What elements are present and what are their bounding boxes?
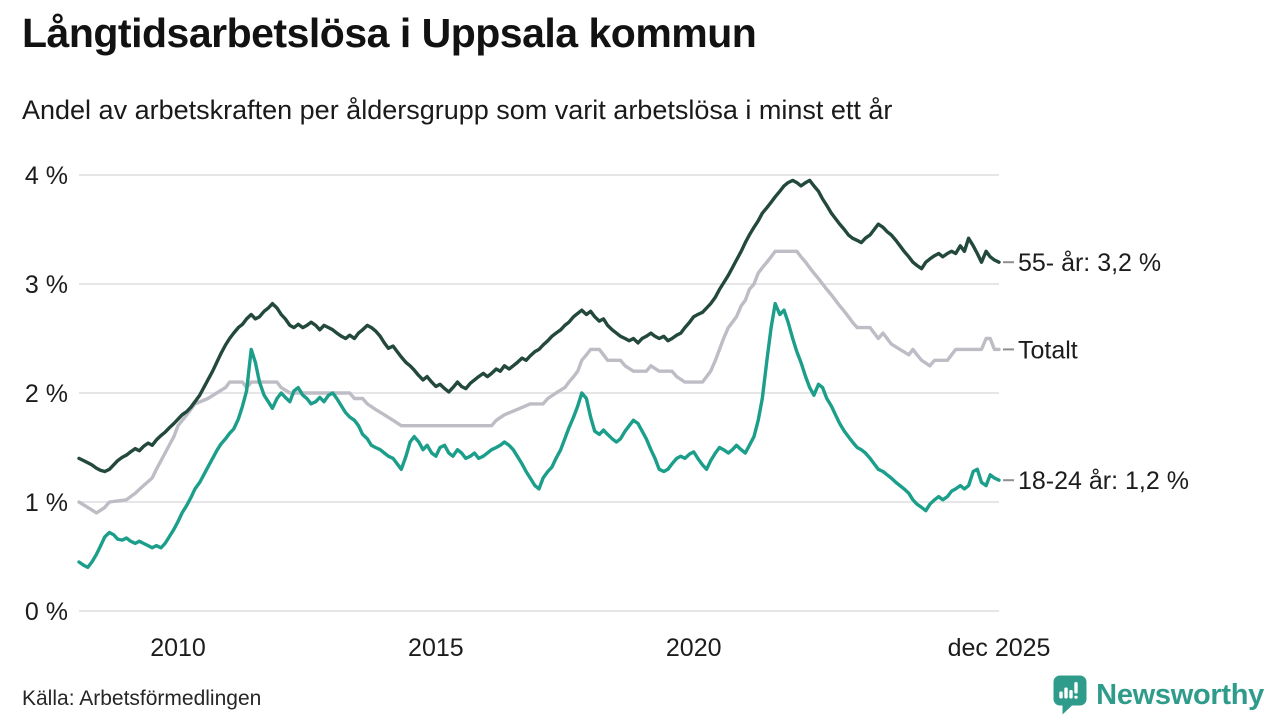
- newsworthy-logo-text: Newsworthy: [1096, 678, 1264, 711]
- series-line-age18to24: [77, 301, 1001, 570]
- y-tick-label: 2 %: [25, 380, 68, 408]
- series-end-label-age55plus: 55- år: 3,2 %: [1018, 249, 1161, 277]
- series-end-label-age18to24: 18-24 år: 1,2 %: [1018, 467, 1189, 495]
- x-tick-label: 2010: [150, 634, 206, 662]
- chart-title: Långtidsarbetslösa i Uppsala kommun: [22, 10, 757, 56]
- x-tick-label: dec 2025: [948, 634, 1051, 662]
- y-tick-label: 1 %: [25, 489, 68, 517]
- y-tick-label: 3 %: [25, 271, 68, 299]
- x-tick-label: 2015: [408, 634, 464, 662]
- series-line-age55plus: [77, 178, 1001, 474]
- series-line-total: [77, 249, 1001, 515]
- chart-subtitle: Andel av arbetskraften per åldersgrupp s…: [22, 95, 893, 125]
- y-tick-label: 4 %: [25, 162, 68, 190]
- series-end-label-total: Totalt: [1018, 336, 1078, 364]
- newsworthy-logo: Newsworthy: [1053, 675, 1264, 715]
- x-tick-label: 2020: [666, 634, 722, 662]
- source-note: Källa: Arbetsförmedlingen: [22, 687, 262, 710]
- y-tick-label: 0 %: [25, 598, 68, 626]
- newsworthy-speech-bubble-chart-icon: [1053, 675, 1087, 715]
